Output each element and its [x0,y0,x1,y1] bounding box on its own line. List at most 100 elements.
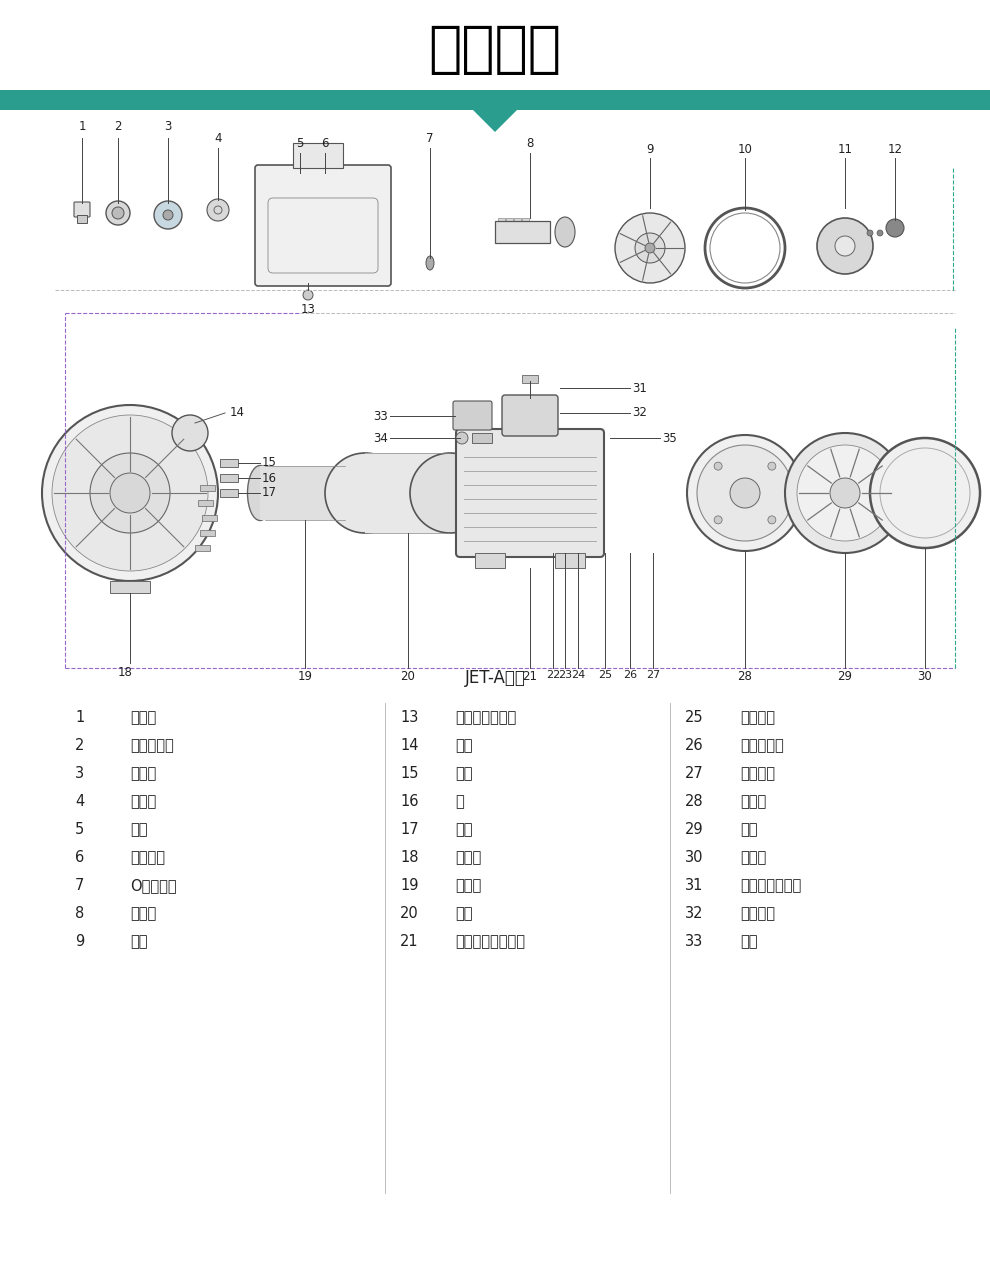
Text: 31: 31 [685,879,703,894]
Bar [195,545,210,552]
Text: 4: 4 [75,795,84,809]
Circle shape [303,290,313,301]
Text: 6: 6 [321,137,329,150]
Text: 3: 3 [164,120,171,133]
Text: 2: 2 [75,738,84,753]
Text: 18: 18 [118,666,133,678]
Text: 33: 33 [685,935,703,950]
FancyBboxPatch shape [255,165,391,287]
Text: 17: 17 [262,487,277,500]
Text: 联接件: 联接件 [455,851,481,866]
Circle shape [768,516,776,524]
Bar [495,221,550,243]
Circle shape [785,432,905,553]
Text: O形密封圈: O形密封圈 [130,879,176,894]
Text: 六角头螺栓: 六角头螺栓 [130,738,174,753]
Text: 9: 9 [75,935,84,950]
Text: 开槽圆柱头螺钉: 开槽圆柱头螺钉 [455,710,516,725]
Circle shape [714,516,722,524]
Bar [296,172,304,183]
Circle shape [163,210,173,221]
Text: 电缆护套: 电缆护套 [740,710,775,725]
Circle shape [615,213,685,283]
Text: 22: 22 [545,670,560,680]
Circle shape [877,230,883,236]
Polygon shape [473,110,517,132]
Text: 5: 5 [75,823,84,837]
Text: JET-A系列: JET-A系列 [464,670,526,687]
Text: 有槽沉头子体芯管: 有槽沉头子体芯管 [455,935,525,950]
Bar [220,489,238,497]
Bar [77,216,87,223]
Text: 2: 2 [114,120,122,133]
Text: 28: 28 [685,795,704,809]
Text: 十字槽盘头螺钉: 十字槽盘头螺钉 [740,879,801,894]
Text: 接线盒盖: 接线盒盖 [740,907,775,922]
Text: 23: 23 [558,670,572,680]
Text: 27: 27 [645,670,660,680]
Text: 6: 6 [75,851,84,866]
Text: 转子: 转子 [455,907,472,922]
Text: 19: 19 [298,670,313,683]
Text: 4: 4 [214,132,222,145]
Bar [522,375,538,383]
Circle shape [870,437,980,548]
Text: 泵体: 泵体 [130,823,148,837]
FancyBboxPatch shape [502,396,558,436]
Text: 9: 9 [646,143,653,156]
Text: 15: 15 [400,766,419,781]
Text: 35: 35 [662,431,677,445]
Text: 13: 13 [301,303,316,316]
Text: 5: 5 [296,137,304,150]
Bar [475,553,505,568]
Circle shape [110,473,150,514]
Text: 进水管: 进水管 [130,766,156,781]
Text: 销轴: 销轴 [455,823,472,837]
Text: 26: 26 [685,738,704,753]
Text: 3: 3 [75,766,84,781]
Text: 27: 27 [685,766,704,781]
Text: 后端盖: 后端盖 [740,795,766,809]
Text: 销: 销 [455,795,463,809]
Circle shape [106,202,130,224]
Text: 叶片: 叶片 [130,935,148,950]
Text: 进水阀: 进水阀 [130,795,156,809]
Circle shape [645,243,655,254]
Bar [260,467,350,520]
Text: 风扇罩: 风扇罩 [740,851,766,866]
Text: 结构简图: 结构简图 [429,23,561,77]
Circle shape [714,462,722,470]
Circle shape [886,219,904,237]
Bar [472,432,492,443]
FancyBboxPatch shape [319,172,331,184]
Text: 电室: 电室 [740,935,757,950]
Text: 31: 31 [632,382,646,394]
Circle shape [42,404,218,581]
Circle shape [730,478,760,508]
Text: 支架: 支架 [455,766,472,781]
Text: 28: 28 [738,670,752,683]
Text: 17: 17 [400,823,419,837]
Bar [522,218,529,238]
Text: 防尘盖: 防尘盖 [130,710,156,725]
Text: 34: 34 [373,431,388,445]
Text: 29: 29 [685,823,704,837]
Text: 1: 1 [75,710,84,725]
Bar [220,474,238,482]
Text: 15: 15 [262,456,277,469]
Circle shape [112,207,124,219]
Text: 波形弹簧: 波形弹簧 [740,766,775,781]
Circle shape [207,199,229,221]
Text: 8: 8 [75,907,84,922]
Text: 提手: 提手 [455,738,472,753]
Circle shape [835,236,855,256]
Bar [200,530,215,536]
Circle shape [52,415,208,571]
Circle shape [456,432,468,444]
Text: 16: 16 [400,795,419,809]
Bar [294,183,306,186]
Text: 13: 13 [400,710,419,725]
Circle shape [867,230,873,236]
Text: 21: 21 [400,935,419,950]
Text: 25: 25 [598,670,612,680]
